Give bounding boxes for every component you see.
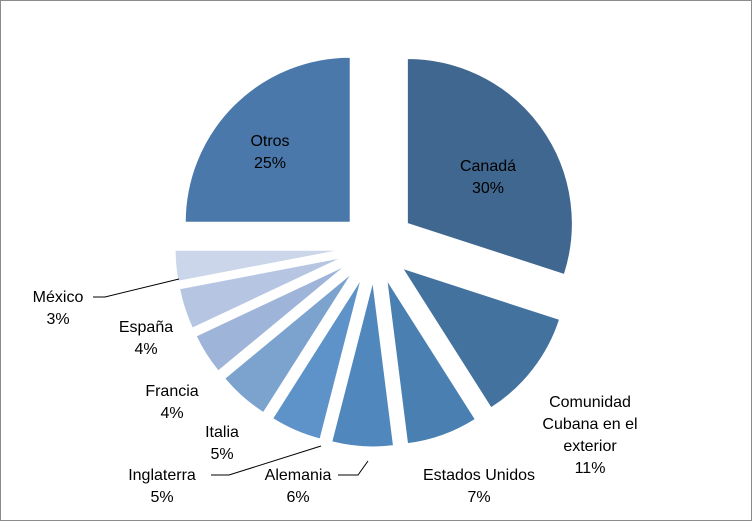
pie-slice-canadá (406, 57, 573, 276)
pie-slice-alemania (331, 281, 395, 448)
data-label: Comunidad Cubana en el exterior 11% (542, 394, 637, 477)
pie-slice-italia (224, 272, 353, 414)
data-label: Francia 4% (145, 383, 198, 422)
leader-line (338, 460, 369, 476)
data-label: México 3% (33, 289, 84, 328)
data-label: Otros 25% (250, 133, 289, 172)
pie-slice-comunidad-cubana-en-el-exterior (401, 267, 561, 409)
data-label: Canadá 30% (460, 158, 516, 197)
pie-slice-españa (179, 257, 342, 329)
pie-slice-méxico (174, 249, 341, 282)
leader-line (93, 278, 180, 298)
data-label: Alemania 6% (265, 467, 332, 506)
leader-line (211, 445, 322, 476)
data-label: España 4% (119, 319, 173, 358)
data-label: Estados Unidos 7% (423, 467, 535, 506)
data-label: Inglaterra 5% (128, 467, 196, 506)
pie-slice-otros (184, 56, 351, 223)
data-label: Italia 5% (205, 424, 239, 463)
pie-slice-inglaterra (271, 278, 362, 440)
pie-slice-francia (195, 265, 346, 372)
pie-slice-estados-unidos (386, 279, 476, 445)
